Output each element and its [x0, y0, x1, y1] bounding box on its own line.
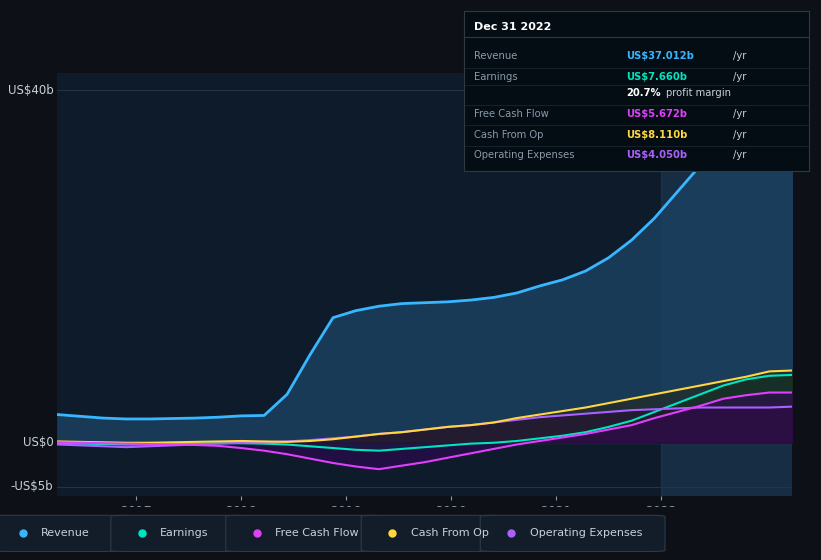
Text: Revenue: Revenue	[475, 51, 517, 61]
Text: US$5.672b: US$5.672b	[626, 109, 687, 119]
Text: Earnings: Earnings	[160, 529, 209, 538]
FancyBboxPatch shape	[226, 515, 386, 552]
Text: Free Cash Flow: Free Cash Flow	[275, 529, 359, 538]
Text: /yr: /yr	[733, 130, 746, 140]
Bar	[661, 73, 792, 496]
Text: US$4.050b: US$4.050b	[626, 150, 687, 160]
Text: /yr: /yr	[733, 51, 746, 61]
Text: Cash From Op: Cash From Op	[475, 130, 544, 140]
Text: -US$5b: -US$5b	[11, 480, 53, 493]
Text: /yr: /yr	[733, 150, 746, 160]
Text: Earnings: Earnings	[475, 72, 518, 82]
Text: Operating Expenses: Operating Expenses	[475, 150, 575, 160]
Text: Free Cash Flow: Free Cash Flow	[475, 109, 549, 119]
Text: profit margin: profit margin	[666, 88, 731, 99]
Text: US$0: US$0	[23, 436, 53, 449]
Text: Cash From Op: Cash From Op	[410, 529, 488, 538]
Text: US$8.110b: US$8.110b	[626, 130, 687, 140]
FancyBboxPatch shape	[361, 515, 505, 552]
FancyBboxPatch shape	[111, 515, 250, 552]
Text: Operating Expenses: Operating Expenses	[530, 529, 642, 538]
FancyBboxPatch shape	[0, 515, 135, 552]
Text: Revenue: Revenue	[41, 529, 89, 538]
Text: Dec 31 2022: Dec 31 2022	[475, 22, 552, 32]
Text: US$7.660b: US$7.660b	[626, 72, 687, 82]
Text: US$37.012b: US$37.012b	[626, 51, 694, 61]
Text: /yr: /yr	[733, 109, 746, 119]
FancyBboxPatch shape	[480, 515, 665, 552]
Text: US$40b: US$40b	[7, 84, 53, 97]
Text: /yr: /yr	[733, 72, 746, 82]
Text: 20.7%: 20.7%	[626, 88, 661, 99]
